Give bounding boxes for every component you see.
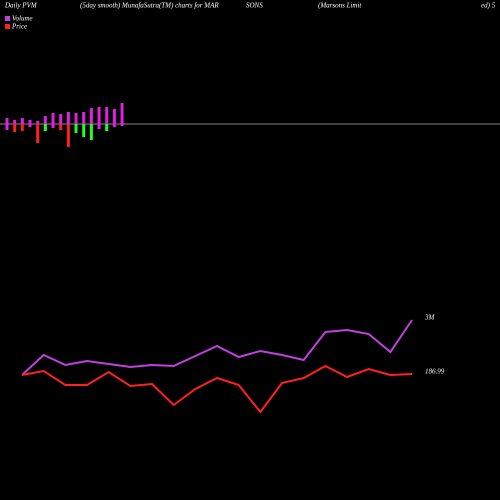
header-text: ed) 5: [481, 2, 496, 10]
line: [21, 319, 413, 376]
bar: [51, 124, 55, 128]
header-text: (5day smooth) MunafaSutra(TM) charts for…: [80, 2, 219, 10]
bar: [36, 121, 40, 124]
bar: [74, 124, 78, 133]
bar: [36, 124, 40, 143]
bar: [105, 124, 109, 131]
bar: [66, 112, 70, 124]
bar: [28, 120, 32, 124]
bar: [120, 124, 124, 126]
bar: [43, 116, 47, 124]
legend-label: Volume: [12, 15, 33, 23]
header-text: (Marsons Limit: [318, 2, 362, 10]
bar: [59, 114, 63, 124]
bar: [66, 124, 70, 147]
bar: [20, 118, 24, 124]
bar: [112, 109, 116, 124]
bar: [13, 120, 17, 124]
bar: [13, 124, 17, 132]
bar: [97, 124, 101, 129]
bar: [51, 113, 55, 124]
legend-label: Price: [11, 23, 27, 31]
bar: [89, 124, 93, 140]
bar: [5, 124, 9, 130]
bar: [82, 124, 86, 137]
end-label: 3M: [424, 314, 436, 322]
bar: [120, 103, 124, 124]
bar: [28, 124, 32, 127]
bar: [20, 124, 24, 131]
header-text: SONS: [246, 2, 263, 10]
legend-swatch: [5, 16, 10, 21]
legend-swatch: [5, 24, 10, 29]
end-label: 186.99: [425, 368, 445, 376]
bar: [112, 124, 116, 127]
bar: [89, 108, 93, 124]
header-text: Daily PVM: [4, 2, 38, 10]
bar: [105, 107, 109, 124]
bar: [97, 107, 101, 124]
bar: [5, 118, 9, 124]
line: [21, 364, 413, 414]
bar: [74, 113, 78, 124]
bar: [82, 112, 86, 124]
bar: [59, 124, 63, 130]
bar: [43, 124, 47, 131]
